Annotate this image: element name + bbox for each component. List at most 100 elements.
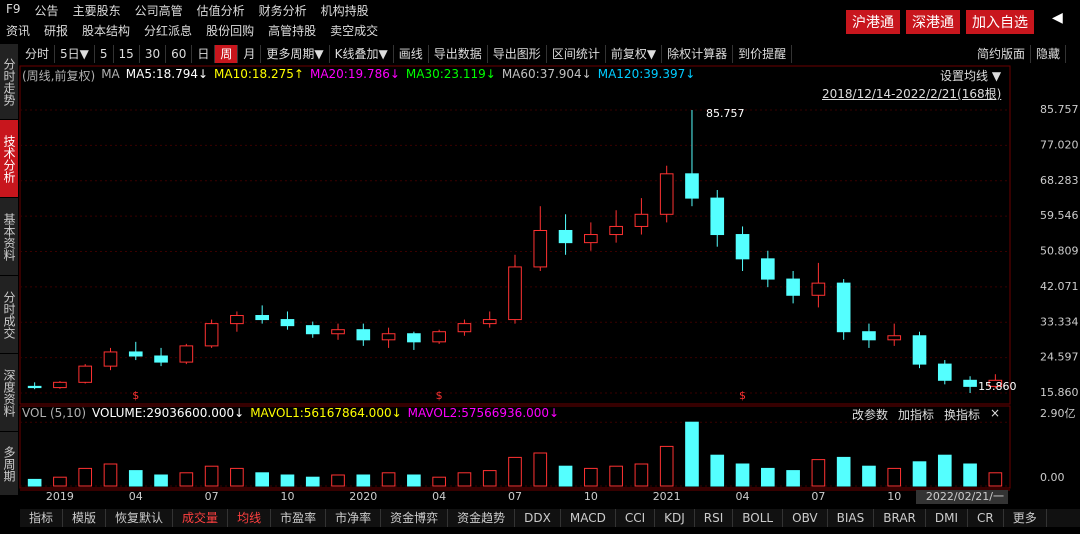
red-button[interactable]: 沪港通 (846, 10, 900, 34)
menu-item[interactable]: 高管持股 (268, 24, 317, 38)
menu-item[interactable]: 研报 (44, 24, 69, 38)
bottom-tab[interactable]: CR (968, 509, 1004, 527)
vol-button[interactable]: × (990, 406, 1001, 420)
candle-body (887, 335, 902, 341)
set-ma[interactable]: 设置均线 ▼ (940, 69, 1002, 83)
volume-bar (609, 465, 623, 487)
candle-body (963, 379, 977, 387)
collapse-arrow[interactable]: ◀ (1052, 10, 1063, 26)
menu-item[interactable]: 公司高管 (134, 4, 183, 18)
candle-body (204, 323, 219, 347)
ma-item: MA120:39.397↓ (597, 67, 696, 81)
toolbar-item[interactable]: 日 (192, 45, 216, 63)
candle-body (710, 197, 725, 236)
bottom-tab[interactable]: BRAR (874, 509, 926, 527)
bottom-tab[interactable]: 市净率 (326, 509, 382, 527)
menu-item[interactable]: 财务分析 (258, 4, 307, 18)
toolbar-item[interactable]: 月 (238, 45, 262, 63)
menu-item[interactable]: 股份回购 (206, 24, 255, 38)
menu-item[interactable]: 机构持股 (320, 4, 369, 18)
menu-item[interactable]: 估值分析 (196, 4, 245, 18)
menu-item[interactable]: 分红派息 (144, 24, 193, 38)
toolbar-item[interactable]: 除权计算器 (662, 45, 734, 63)
x-tick-label: 10 (280, 490, 294, 503)
toolbar-item[interactable]: 更多周期▼ (261, 45, 330, 63)
toolbar-item[interactable]: K线叠加▼ (330, 45, 394, 63)
bottom-tab[interactable]: 市盈率 (271, 509, 327, 527)
volume-bar (685, 421, 699, 487)
bottom-tab[interactable]: BIAS (828, 509, 875, 527)
bottom-tab[interactable]: 恢复默认 (106, 509, 174, 527)
vol-buttons: 改参数 加指标 换指标 × (852, 406, 1010, 423)
menu-row: F9 公告 主要股东 公司高管 估值分析 财务分析 机构持股 (6, 2, 383, 19)
vol-button[interactable]: 换指标 (944, 408, 981, 422)
bottom-tab[interactable]: KDJ (655, 509, 695, 527)
volume-bar (154, 474, 168, 487)
bottom-tab[interactable]: 成交量 (173, 509, 229, 527)
toolbar-item[interactable]: 5日▼ (55, 45, 95, 63)
toolbar-item[interactable]: 分时 (20, 45, 56, 63)
bottom-tab[interactable]: MACD (561, 509, 616, 527)
vol-button[interactable]: 改参数 (852, 408, 889, 422)
toolbar-item[interactable]: 30 (140, 45, 167, 63)
toolbar-item[interactable]: 导出图形 (488, 45, 547, 63)
bottom-tab[interactable]: OBV (783, 509, 828, 527)
toolbar-item[interactable]: 到价提醒 (733, 45, 793, 63)
bottom-tab[interactable]: BOLL (733, 509, 784, 527)
menu-item[interactable]: 资讯 (6, 24, 31, 38)
candle-body (912, 335, 927, 365)
toolbar-item[interactable]: 简约版面 (972, 45, 1032, 63)
candle-body (432, 331, 446, 343)
bottom-tab[interactable]: DDX (515, 509, 561, 527)
side-tab[interactable]: 多周期 (0, 432, 18, 496)
menu-item[interactable]: 主要股东 (72, 4, 121, 18)
ma-item: MA60:37.904↓ (501, 67, 592, 81)
date-box (916, 490, 1008, 504)
toolbar-item[interactable]: 15 (114, 45, 140, 63)
volume-bar (407, 474, 421, 487)
price-frame (19, 65, 1011, 405)
menu-item[interactable]: 卖空成交 (330, 24, 379, 38)
bottom-tab[interactable]: 指标 (20, 509, 64, 527)
ma-item: MA (101, 67, 120, 81)
side-tab[interactable]: 技术分析 (0, 120, 18, 198)
bottom-tab[interactable]: RSI (695, 509, 734, 527)
menu-item[interactable]: 股本结构 (82, 24, 131, 38)
volume-bar (128, 470, 143, 487)
vol-item: VOLUME:29036600.000↓ (92, 406, 245, 420)
menu-item[interactable]: F9 (6, 2, 21, 16)
x-tick-label: 07 (811, 490, 825, 503)
toolbar-item[interactable]: 5 (95, 45, 114, 63)
bottom-tab[interactable]: 模版 (63, 509, 107, 527)
volume-bar (103, 463, 118, 487)
bottom-tab[interactable]: DMI (926, 509, 969, 527)
side-tab[interactable]: 基本资料 (0, 198, 18, 276)
menu-item[interactable]: 公告 (34, 4, 59, 18)
red-button[interactable]: 深港通 (906, 10, 960, 34)
toolbar-item[interactable]: 前复权▼ (606, 45, 663, 63)
vol-item: MAVOL2:57566936.000↓ (407, 406, 560, 420)
vol-button[interactable]: 加指标 (898, 408, 935, 422)
bottom-tab[interactable]: 均线 (228, 509, 272, 527)
bottom-tab[interactable]: CCI (616, 509, 656, 527)
toolbar-item[interactable]: 60 (166, 45, 193, 63)
bottom-tab[interactable]: 资金趋势 (448, 509, 516, 527)
side-tab[interactable]: 分时成交 (0, 276, 18, 354)
volume-bar (533, 452, 548, 487)
bottom-tab[interactable]: 更多 (1004, 509, 1047, 527)
volume-bar (255, 472, 270, 487)
bottom-tab[interactable]: 资金博弈 (381, 509, 449, 527)
side-tab[interactable]: 深度资料 (0, 354, 18, 432)
y-tick-label: 33.334 (1040, 315, 1079, 328)
toolbar-item[interactable]: 区间统计 (547, 45, 606, 63)
ma-item: MA10:18.275↑ (214, 67, 304, 81)
red-button[interactable]: 加入自选 (966, 10, 1034, 34)
toolbar-item[interactable]: 隐藏 (1031, 45, 1067, 63)
side-tab[interactable]: 分时走势 (0, 44, 18, 120)
toolbar-item[interactable]: 画线 (394, 45, 429, 63)
toolbar-item[interactable]: 周 (215, 45, 239, 63)
toolbar-item[interactable]: 导出数据 (429, 45, 488, 63)
price-annotation: 15.860 (978, 380, 1017, 393)
